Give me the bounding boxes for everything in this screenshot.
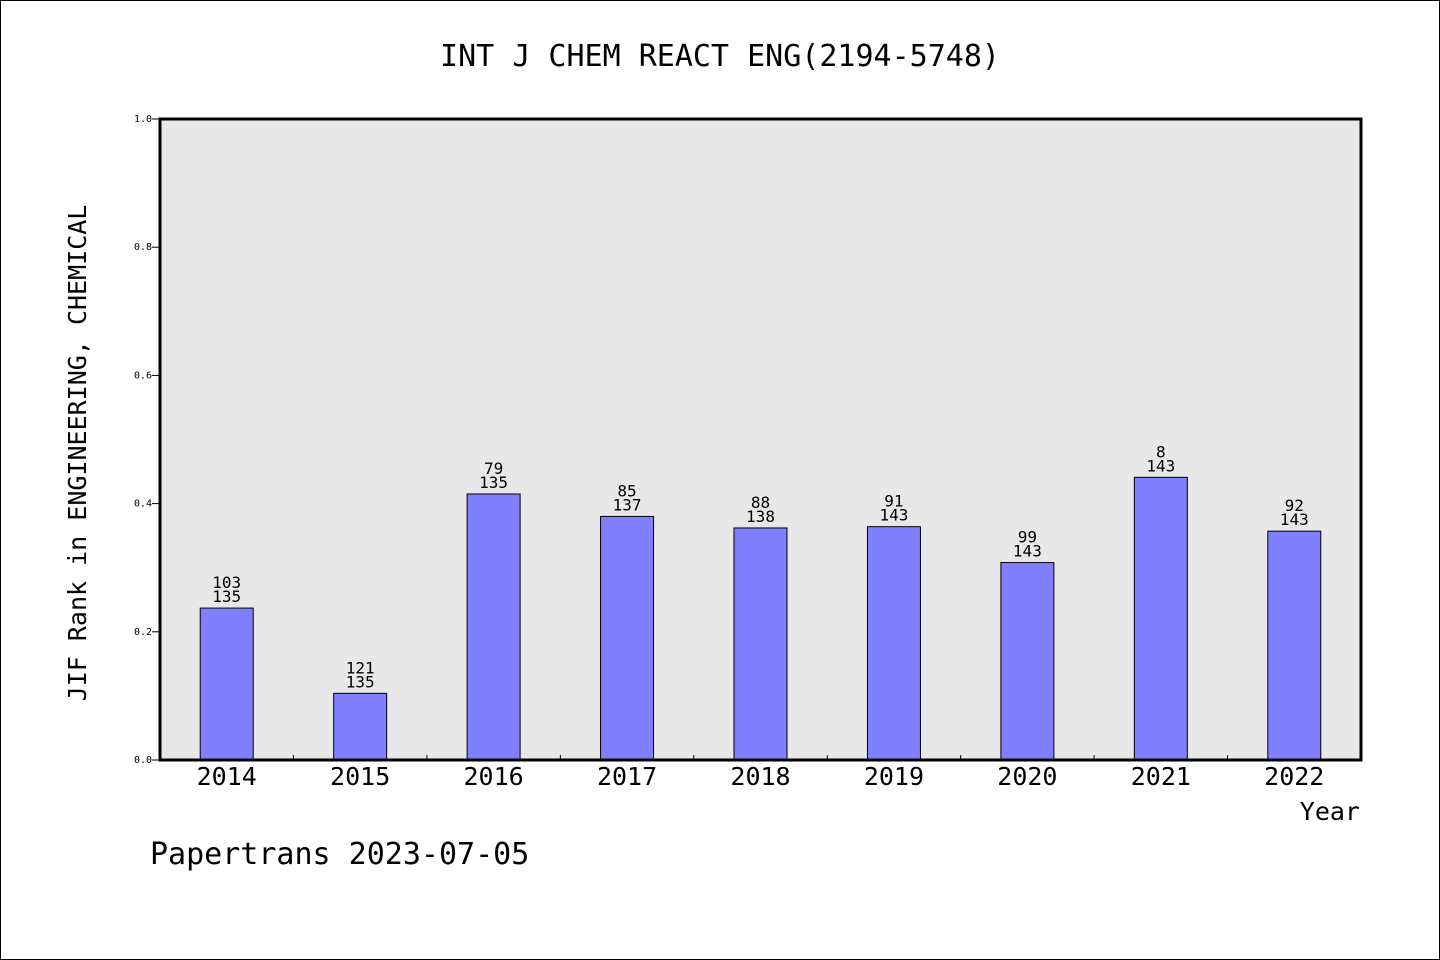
bar-rank-label: 91 [884,492,903,511]
y-tick-label: 0.8 [134,242,152,253]
bar-rank-label: 99 [1018,528,1037,547]
bar-2016 [466,493,521,761]
x-tick-label: 2017 [597,762,657,791]
y-tick-label: 0.2 [134,627,152,638]
bar-rank-label: 85 [617,481,636,500]
bar-total-label: 143 [1013,542,1042,561]
x-axis: 2014 2015 2016 2017 2018 2019 2020 2021 2022 [197,755,1324,791]
y-tick-label: 0.0 [134,755,152,766]
x-tick-label: 2015 [330,762,390,791]
y-axis-label: JIF Rank in ENGINEERING, CHEMICAL [63,205,92,702]
x-tick-label: 2021 [1131,762,1191,791]
bar-2017 [600,515,655,761]
footer-credit: Papertrans 2023-07-05 [150,837,529,872]
bar-total-label: 135 [479,473,508,492]
bar-rank-label: 121 [346,658,375,677]
bar-total-label: 137 [613,495,642,514]
x-tick-label: 2018 [730,762,790,791]
x-tick-label: 2020 [997,762,1057,791]
bar-2022 [1267,530,1322,761]
bar-total-label: 143 [879,506,908,525]
chart-title: INT J CHEM REACT ENG(2194-5748) [440,39,1000,74]
bar-total-label: 135 [346,672,375,691]
bar-rank-label: 88 [751,493,770,512]
bar-2018 [733,527,788,761]
bar-2014 [199,607,254,761]
bar-2020 [1000,562,1055,761]
x-axis-label: Year [1300,797,1360,826]
y-tick-label: 0.6 [134,370,152,381]
y-tick-label: 0.4 [134,499,152,510]
plot-border [158,117,1363,762]
bar-2019 [866,526,921,761]
bar-total-label: 143 [1146,456,1175,475]
bar-rank-label: 103 [212,573,241,592]
x-tick-label: 2022 [1264,762,1324,791]
x-tick-label: 2014 [197,762,257,791]
bar-total-label: 135 [212,587,241,606]
bar-rank-label: 92 [1285,496,1304,515]
x-tick-label: 2016 [464,762,524,791]
x-tick-label: 2019 [864,762,924,791]
bar-rank-label: 8 [1156,442,1166,461]
y-axis: 0.0 0.2 0.4 0.6 0.8 1.0 [134,114,160,766]
bar-total-label: 143 [1280,510,1309,529]
bar-total-label: 138 [746,507,775,526]
bar-2021 [1133,476,1188,761]
bar-rank-label: 79 [484,459,503,478]
bar-2015 [333,692,388,761]
y-tick-label: 1.0 [134,114,152,125]
